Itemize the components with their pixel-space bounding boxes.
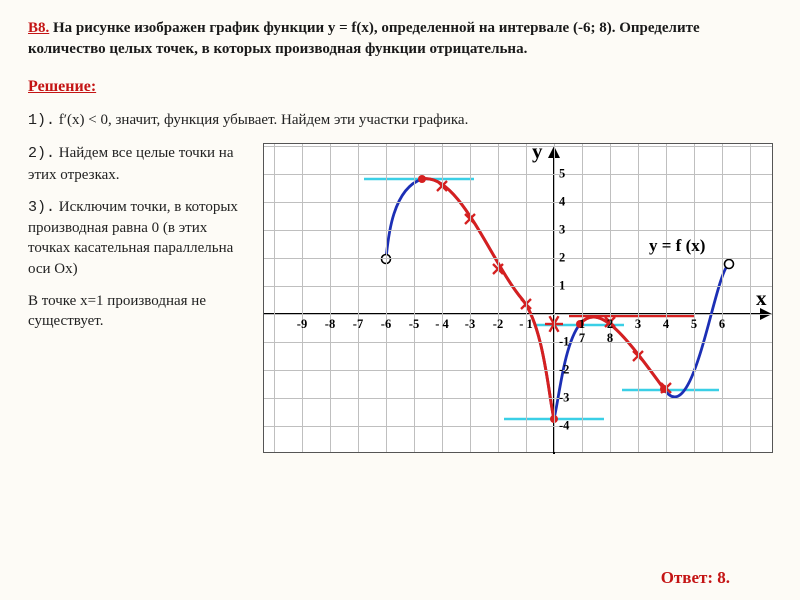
problem-label: В8.: [28, 20, 49, 36]
problem-text: На рисунке изображен график функции y = …: [28, 20, 700, 57]
axis-y-label: y: [532, 139, 543, 164]
answer-value: 8.: [717, 568, 730, 587]
step-1-num: 1).: [28, 112, 55, 129]
step-3: 3). Исключим точки, в которых производна…: [28, 197, 253, 279]
axis-x-label: x: [756, 286, 767, 311]
answer-label: Ответ:: [661, 568, 713, 587]
step-3-num: 3).: [28, 199, 55, 216]
step-1-text: f′(x) < 0, значит, функция убывает. Найд…: [59, 112, 469, 128]
answer: Ответ: 8.: [661, 568, 730, 588]
problem-statement: В8. На рисунке изображен график функции …: [28, 18, 772, 60]
step-1: 1). f′(x) < 0, значит, функция убывает. …: [28, 110, 772, 131]
step-2-num: 2).: [28, 145, 55, 162]
solution-heading: Решение:: [28, 78, 772, 96]
function-chart: -9-8-7-6-5- 4-3-2- 11234567812345-1-2-3-…: [263, 143, 773, 453]
step-2: 2). Найдем все целые точки на этих отрез…: [28, 143, 253, 185]
step-4-text: В точке х=1 производная не существует.: [28, 293, 206, 329]
function-label: у = f (x): [649, 236, 705, 256]
step-4: В точке х=1 производная не существует.: [28, 291, 253, 332]
step-2-text: Найдем все целые точки на этих отрезках.: [28, 145, 233, 182]
step-3-text: Исключим точки, в которых производная ра…: [28, 199, 238, 277]
